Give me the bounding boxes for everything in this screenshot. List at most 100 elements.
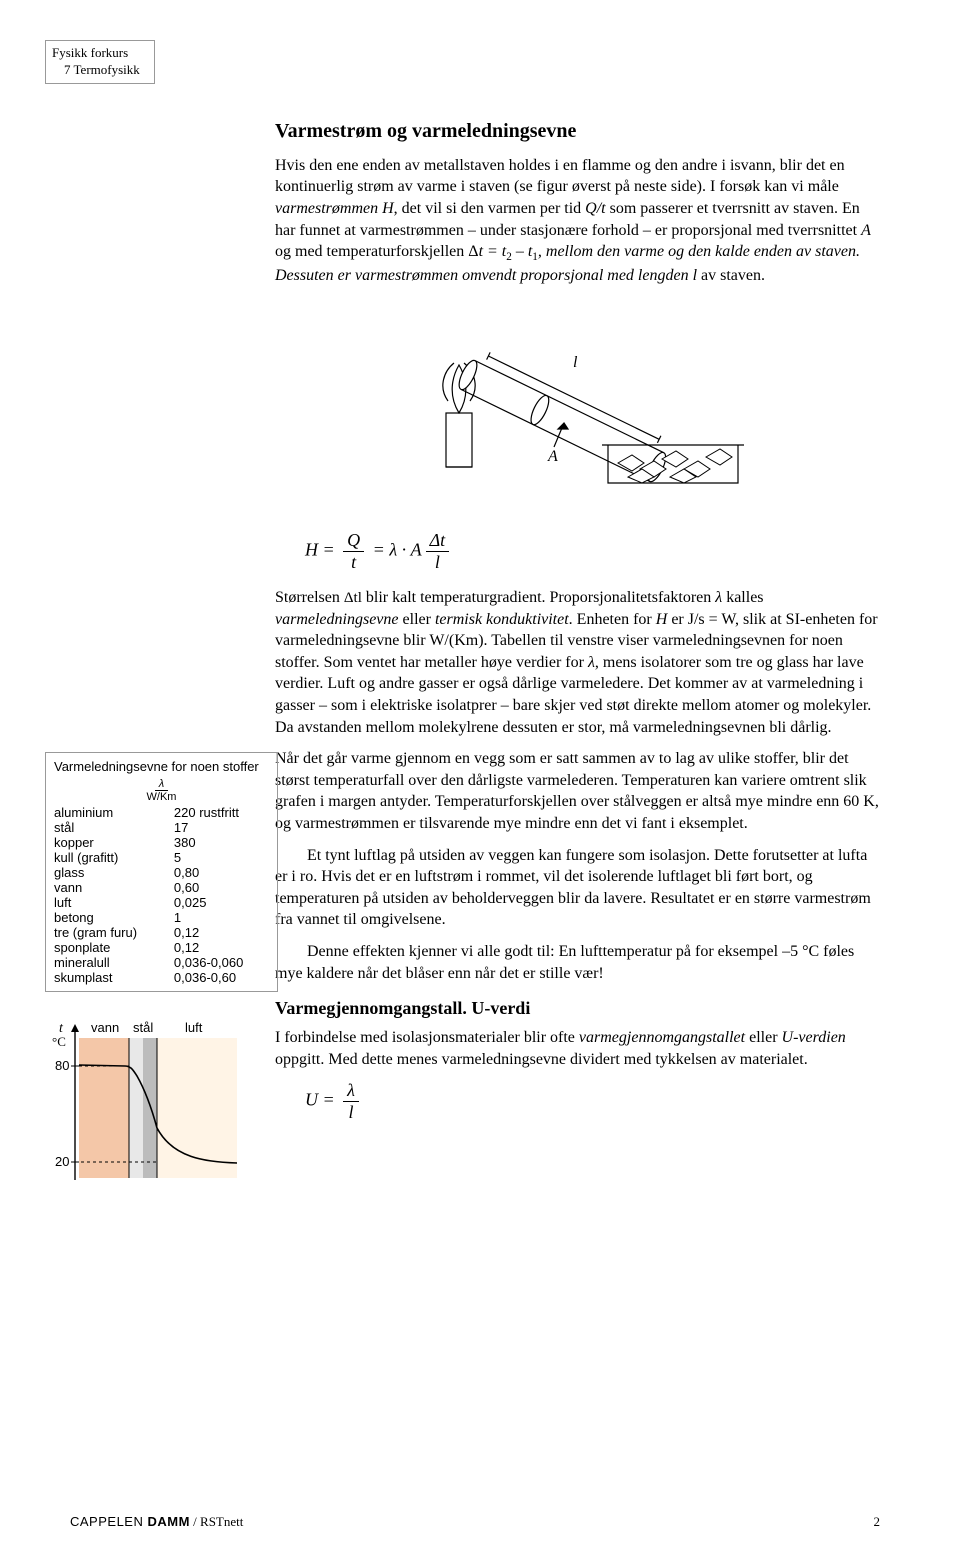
value-cell: 0,12 <box>164 925 269 940</box>
table-row: tre (gram furu)0,12 <box>54 925 269 940</box>
label-vann: vann <box>91 1020 119 1035</box>
unit-numer: λ <box>155 778 168 791</box>
var-H: H <box>305 540 318 560</box>
region-stal-dark <box>143 1038 157 1178</box>
table-row: kopper380 <box>54 835 269 850</box>
num: Q <box>343 530 364 552</box>
value-cell: 0,036-0,60 <box>164 970 269 985</box>
material-cell: kopper <box>54 835 164 850</box>
header-line1: Fysikk forkurs <box>52 45 140 62</box>
var-A: A <box>411 540 422 560</box>
value-cell: 0,025 <box>164 895 269 910</box>
region-luft <box>157 1038 237 1178</box>
label-stal: stål <box>133 1020 153 1035</box>
value-cell: 0,036-0,060 <box>164 955 269 970</box>
region-vann <box>79 1038 129 1178</box>
text: eller <box>399 611 435 628</box>
para-1: Hvis den ene enden av metallstaven holde… <box>275 155 880 287</box>
text: I forbindelse med isolasjonsmaterialer b… <box>275 1029 579 1046</box>
table-title: Varmeledningsevne for noen stoffer <box>54 759 269 774</box>
brand-damm: DAMM <box>147 1514 189 1529</box>
footer-brand: CAPPELEN DAMM / RSTnett <box>70 1514 243 1530</box>
rod-diagram-icon: l A <box>408 305 748 495</box>
text: eller <box>745 1029 781 1046</box>
text: kalles <box>722 589 763 606</box>
text-italic: λ <box>588 654 595 671</box>
header-box: Fysikk forkurs 7 Termofysikk <box>45 40 155 84</box>
num2: Δt <box>426 530 450 552</box>
text-italic: varmeledningsevne <box>275 611 399 628</box>
table-row: skumplast0,036-0,60 <box>54 970 269 985</box>
temperature-graph: t °C 80 20 vann stål luft <box>45 1010 245 1190</box>
material-cell: betong <box>54 910 164 925</box>
footer: CAPPELEN DAMM / RSTnett 2 <box>70 1514 880 1530</box>
para-3: Når det går varme gjennom en vegg som er… <box>275 748 880 834</box>
value-cell: 1 <box>164 910 269 925</box>
material-cell: skumplast <box>54 970 164 985</box>
value-cell: 0,80 <box>164 865 269 880</box>
text-italic: varmegjen­nomgangstallet <box>579 1029 745 1046</box>
material-cell: glass <box>54 865 164 880</box>
text: , det vil si den varmen per tid <box>394 200 586 217</box>
den: l <box>343 1102 359 1123</box>
table-row: aluminium220 rustfritt <box>54 805 269 820</box>
value-cell: 220 rustfritt <box>164 805 269 820</box>
den2: l <box>426 552 450 573</box>
header-line2: 7 Termofysikk <box>52 62 140 79</box>
value-cell: 17 <box>164 820 269 835</box>
text: Størrelsen <box>275 589 344 606</box>
text: og med temperaturforskjellen Δ <box>275 243 479 260</box>
subsection-title: Varmegjennomgangstall. U-verdi <box>275 998 880 1019</box>
value-cell: 0,60 <box>164 880 269 895</box>
region-stal-light <box>129 1038 143 1178</box>
value-cell: 5 <box>164 850 269 865</box>
table-row: betong1 <box>54 910 269 925</box>
den: t <box>343 552 364 573</box>
table-row: mineralull0,036-0,060 <box>54 955 269 970</box>
text-italic: H <box>656 611 668 628</box>
text-italic: U-verdien <box>782 1029 846 1046</box>
formula-H: H = Qt = λ · AΔtl <box>305 530 880 573</box>
text: blir kalt temperaturgradient. Proporsjon… <box>362 589 715 606</box>
text-italic: termisk konduktivitet <box>435 611 569 628</box>
axis-unit: °C <box>52 1034 66 1049</box>
material-cell: kull (grafitt) <box>54 850 164 865</box>
text: oppgitt. Med dette menes varme­ledningse… <box>275 1051 808 1068</box>
label-luft: luft <box>185 1020 203 1035</box>
figure-rod: l A <box>275 305 880 500</box>
table-unit: λ W/Km <box>54 778 269 803</box>
table-body: aluminium220 rustfrittstål17kopper380kul… <box>54 805 269 985</box>
table-row: kull (grafitt)5 <box>54 850 269 865</box>
eq: = <box>318 1090 339 1110</box>
text-italic: t = t <box>479 243 507 260</box>
tick-20: 20 <box>55 1154 69 1169</box>
text: Hvis den ene enden av metallstaven holde… <box>275 157 845 196</box>
footer-suffix: / RSTnett <box>190 1514 243 1529</box>
material-cell: aluminium <box>54 805 164 820</box>
eq2: = <box>368 540 389 560</box>
num: λ <box>343 1080 359 1102</box>
inline-num: Δt <box>344 590 358 606</box>
para-2: Størrelsen Δtl blir kalt temperaturgradi… <box>275 587 880 738</box>
main-column-2: H = Qt = λ · AΔtl Størrelsen Δtl blir ka… <box>275 530 880 1123</box>
page: Fysikk forkurs 7 Termofysikk Varmestrøm … <box>0 0 960 1552</box>
eq: = <box>318 540 339 560</box>
section-title: Varmestrøm og varmeledningsevne <box>275 120 880 143</box>
material-cell: mineralull <box>54 955 164 970</box>
page-number: 2 <box>874 1514 881 1530</box>
formula-U: U = λl <box>305 1080 880 1123</box>
var-lam: λ <box>389 540 397 560</box>
temp-graph-icon: t °C 80 20 vann stål luft <box>45 1010 245 1190</box>
para-3c: Denne effekten kjenner vi alle godt til:… <box>275 941 880 984</box>
material-cell: tre (gram furu) <box>54 925 164 940</box>
material-cell: vann <box>54 880 164 895</box>
label-l: l <box>573 354 578 371</box>
value-cell: 380 <box>164 835 269 850</box>
text-italic: varmestrømmen H <box>275 200 394 217</box>
para-3b: Et tynt luftlag på utsiden av veggen kan… <box>275 845 880 931</box>
main-column: Varmestrøm og varmeledningsevne Hvis den… <box>275 120 880 500</box>
text: . Enheten for <box>569 611 656 628</box>
table-row: sponplate0,12 <box>54 940 269 955</box>
label-A: A <box>547 448 558 465</box>
material-cell: sponplate <box>54 940 164 955</box>
